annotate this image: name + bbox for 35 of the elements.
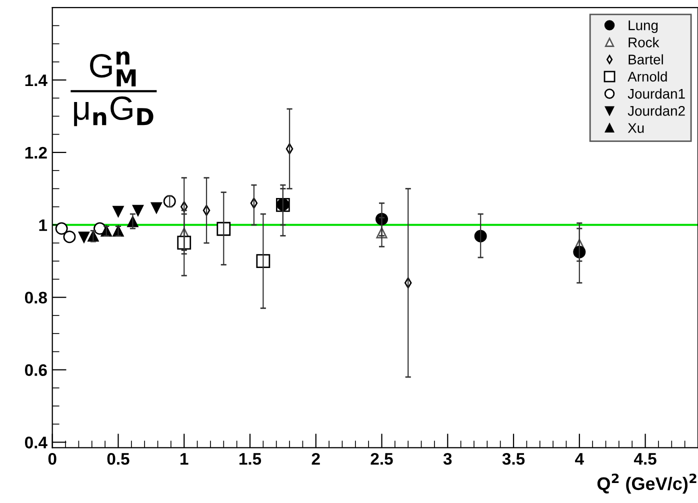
x-tick-label: 0.5 [107,452,130,465]
x-tick-label: 4 [575,453,584,465]
legend-label: Bartel [628,54,663,64]
point [132,204,144,216]
y-tick-label: 1.2 [25,146,47,158]
y-tick-label: 1.4 [25,74,48,86]
legend-label: Lung [628,20,658,33]
x-tick-label: 2.5 [370,452,393,465]
legend-label: Jourdan2 [628,106,685,116]
legend-label: Rock [628,37,660,48]
point [177,236,192,250]
y-tick-label: 0.6 [24,364,47,376]
x-axis-title: Q$^{2}$ (GeV/c)$^{2}$ [597,474,696,494]
x-tick-label: 1 [180,453,188,465]
y-tick-label: 1 [39,219,48,231]
x-tick-label: 3 [443,452,452,465]
x-tick-label: 2 [312,452,320,465]
y-tick-label: 0.4 [24,436,48,448]
annotation: μ$_{n}$G$_{D}$ [74,96,154,126]
x-tick-label: 4.5 [634,453,656,465]
point [63,230,76,244]
point [112,206,124,218]
point [78,232,90,243]
x-tick-label: 0 [48,452,56,465]
point [256,254,270,268]
legend-label: Jourdan1 [628,88,685,99]
point [150,202,162,214]
legend-label: Arnold [628,71,667,82]
point [216,222,231,236]
point [55,222,68,235]
x-tick-label: 3.5 [502,452,525,465]
legend-label: Xu [628,123,644,133]
annotation: G$^{n}$$_{M}$ [90,51,136,86]
x-tick-label: 1.5 [239,453,262,465]
y-tick-label: 0.8 [24,292,47,304]
